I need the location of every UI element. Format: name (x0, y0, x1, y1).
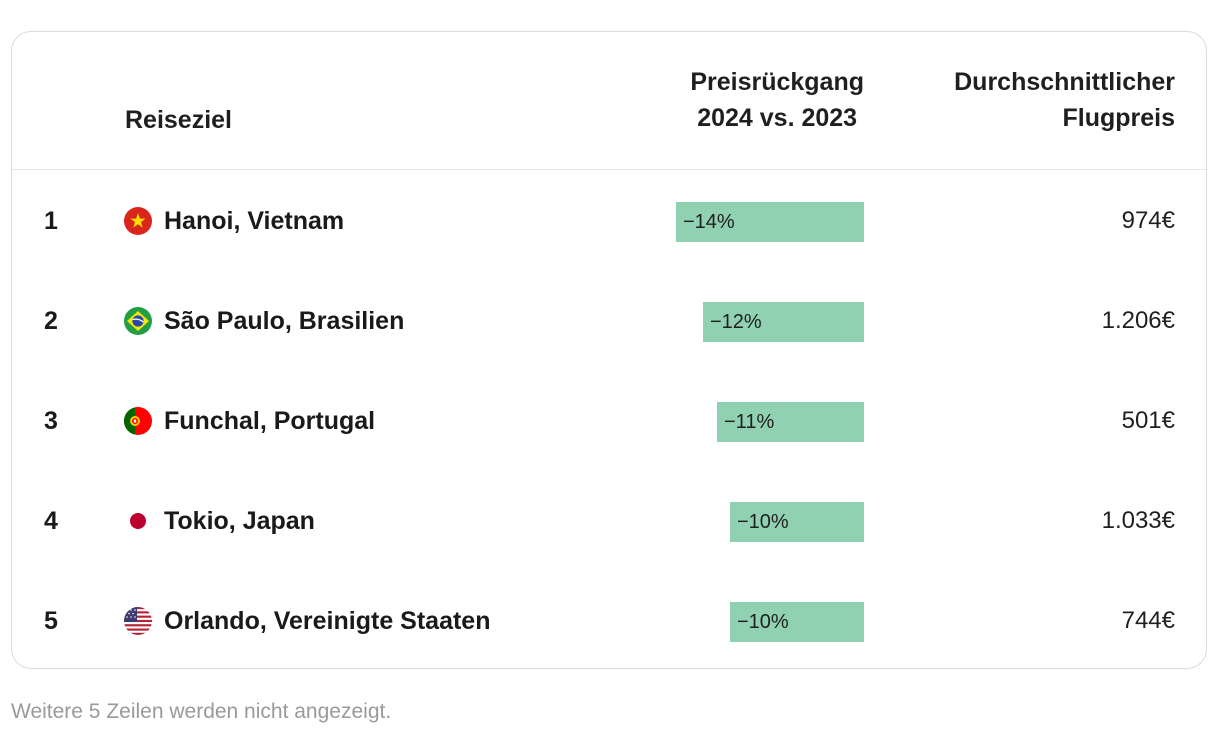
row-avg-price: 744€ (1121, 607, 1175, 634)
japan-flag-icon (124, 507, 152, 535)
row-avg-price: 1.206€ (1101, 307, 1175, 334)
price-drop-bar: −14% (676, 202, 864, 242)
row-rank: 5 (44, 607, 58, 635)
price-drop-label: −10% (737, 511, 789, 533)
table-row: 2 São Paulo, Brasilien −12% 1.206€ (12, 271, 1206, 371)
price-drop-label: −12% (710, 311, 762, 333)
portugal-flag-icon (124, 407, 152, 435)
row-rank: 1 (44, 207, 58, 235)
row-rank: 3 (44, 407, 58, 435)
header-price-drop: Preisrückgang 2024 vs. 2023 (690, 64, 864, 136)
header-destination: Reiseziel (125, 106, 233, 134)
row-destination: São Paulo, Brasilien (164, 307, 405, 335)
price-drop-label: −10% (737, 611, 789, 633)
row-avg-price: 974€ (1121, 207, 1175, 234)
row-avg-price: 501€ (1121, 407, 1175, 434)
row-destination: Tokio, Japan (164, 507, 315, 535)
footnote: Weitere 5 Zeilen werden nicht angezeigt. (11, 700, 392, 723)
row-destination: Hanoi, Vietnam (164, 207, 345, 235)
usa-flag-icon (124, 607, 152, 635)
price-drop-label: −14% (683, 211, 735, 233)
price-drop-bar: −10% (730, 502, 864, 542)
table-row: 4 Tokio, Japan −10% 1.033€ (12, 471, 1206, 571)
price-drop-bar: −12% (703, 302, 864, 342)
price-drop-table: Reiseziel Preisrückgang 2024 vs. 2023 Du… (11, 31, 1207, 669)
table-row: 5 Orlando, Vereinigte Staaten −10% 744€ (12, 571, 1206, 671)
vietnam-flag-icon (124, 207, 152, 235)
table-row: 1 Hanoi, Vietnam −14% 974€ (12, 171, 1206, 271)
price-drop-label: −11% (724, 411, 775, 433)
header-price-drop-line2: 2024 vs. 2023 (697, 104, 858, 132)
price-drop-bar: −10% (730, 602, 864, 642)
row-rank: 2 (44, 307, 58, 335)
price-drop-bar: −11% (717, 402, 864, 442)
row-destination: Funchal, Portugal (164, 407, 376, 435)
table-header: Reiseziel Preisrückgang 2024 vs. 2023 Du… (12, 32, 1206, 170)
header-avg-price: Durchschnittlicher Flugpreis (954, 64, 1175, 136)
table-row: 3 Funchal, Portugal −11% 501€ (12, 371, 1206, 471)
header-avg-price-line2: Flugpreis (1062, 104, 1175, 132)
brazil-flag-icon (124, 307, 152, 335)
row-avg-price: 1.033€ (1101, 507, 1175, 534)
row-rank: 4 (44, 507, 58, 535)
row-destination: Orlando, Vereinigte Staaten (164, 607, 491, 635)
header-avg-price-line1: Durchschnittlicher (954, 68, 1175, 96)
header-price-drop-line1: Preisrückgang (690, 68, 864, 96)
